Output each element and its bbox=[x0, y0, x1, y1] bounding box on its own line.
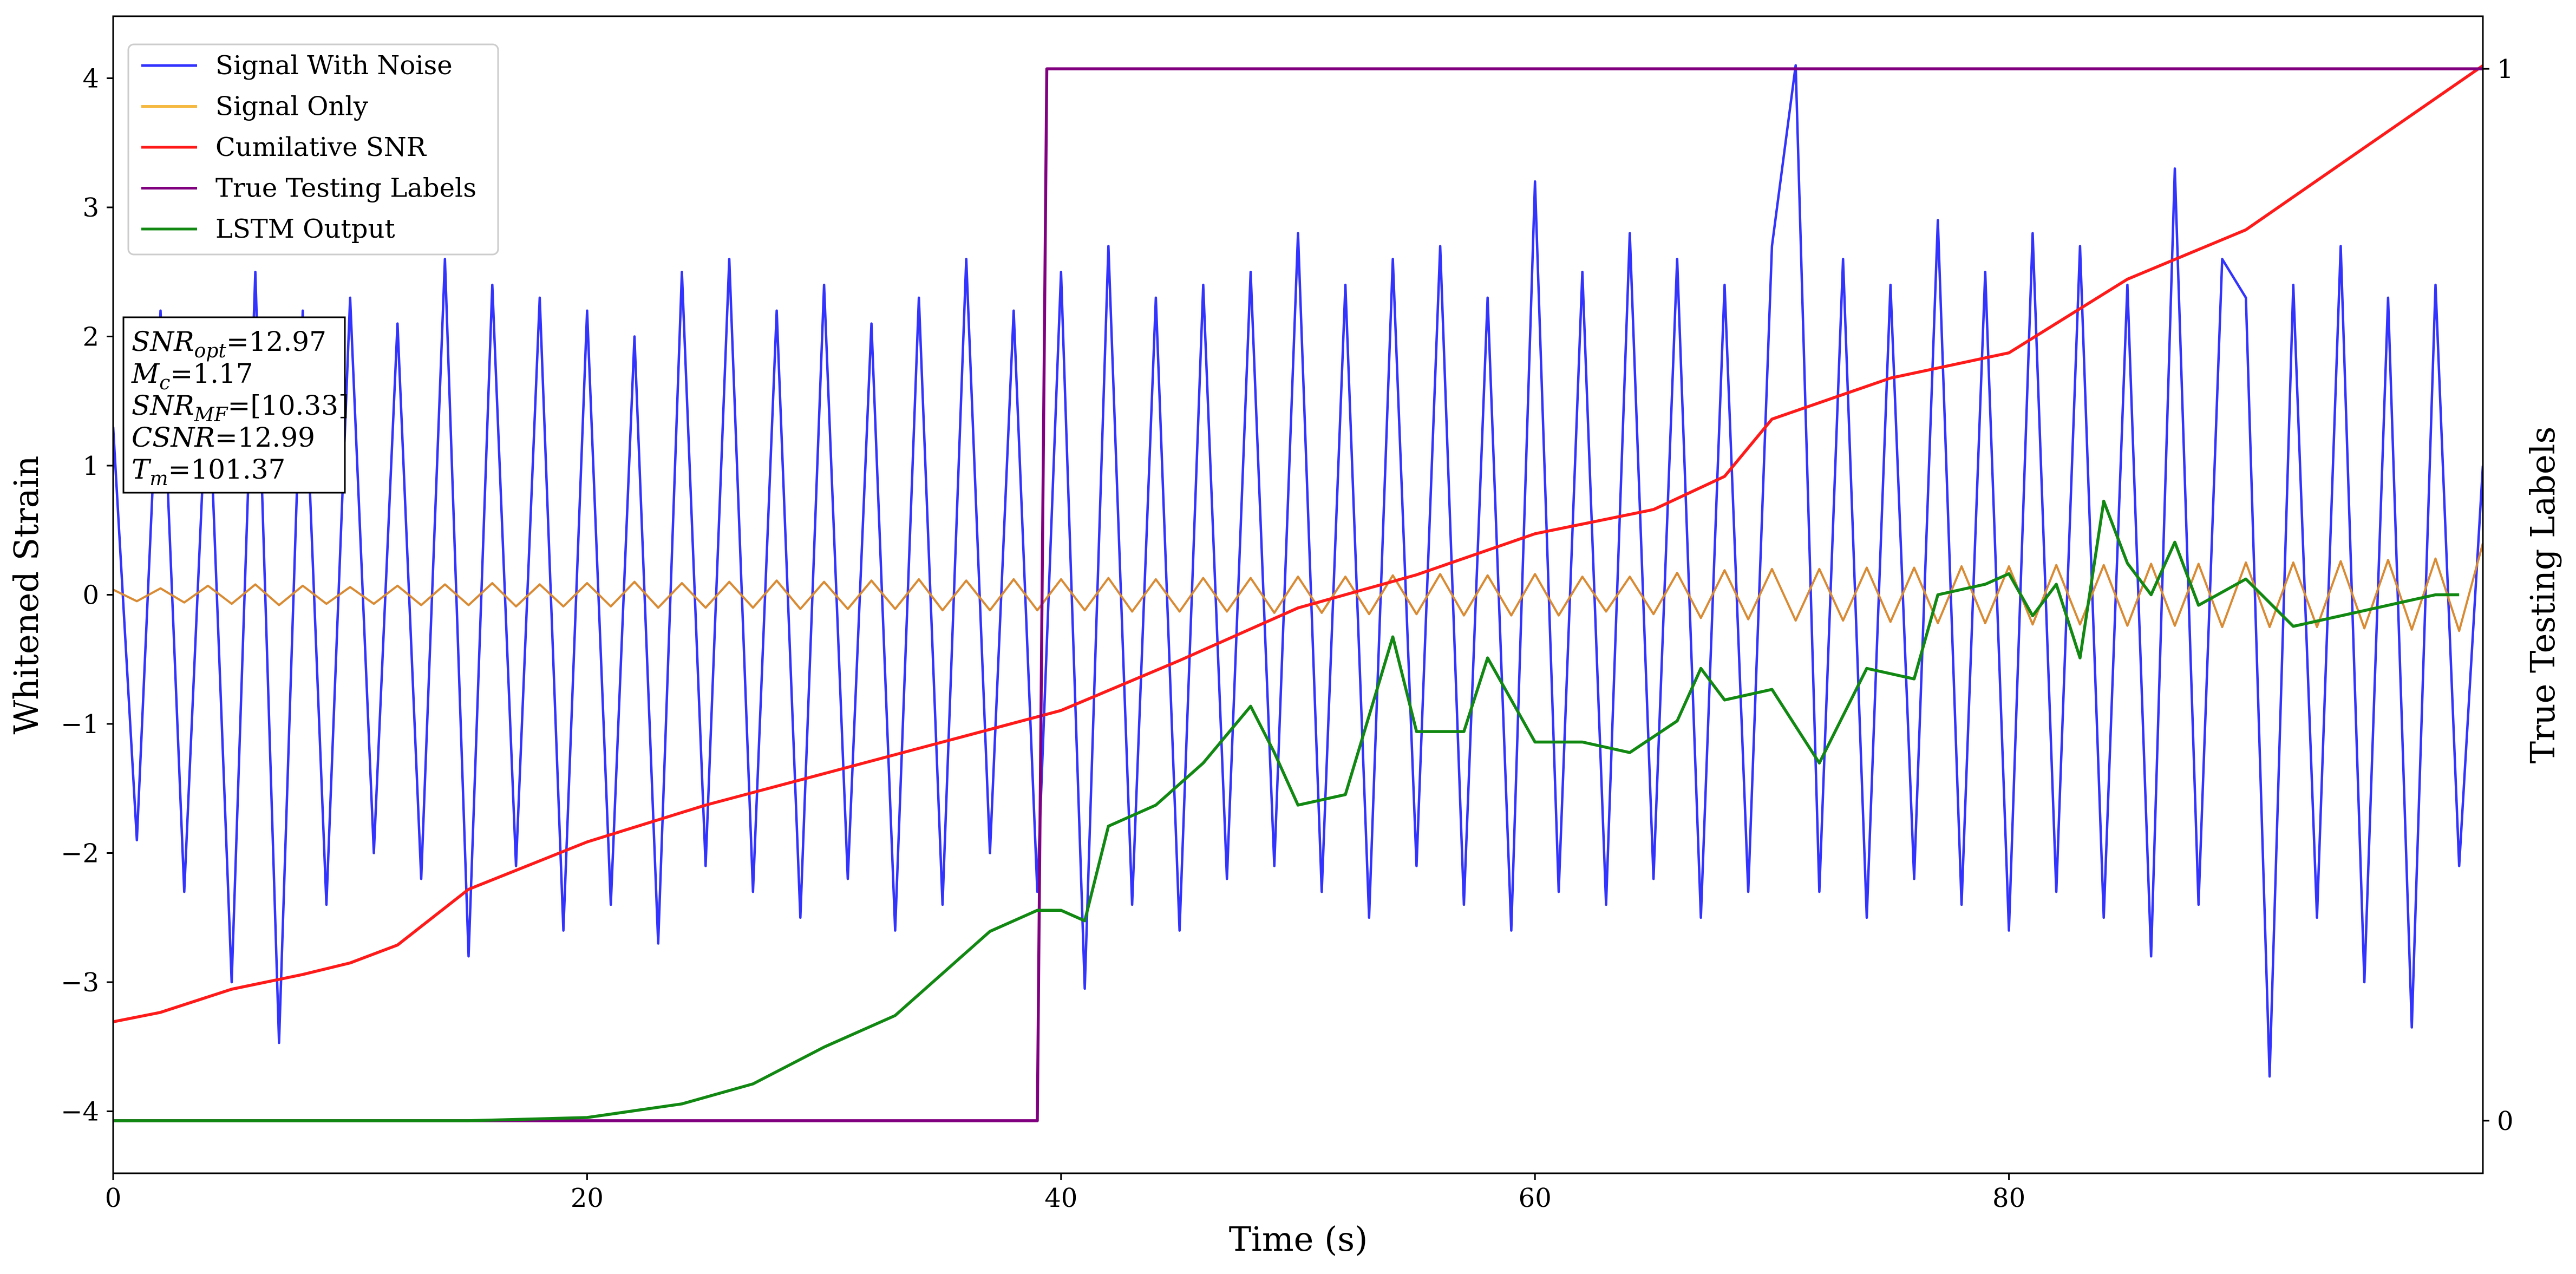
annotation: SNRMF=[10.33] bbox=[132, 390, 349, 426]
y-tick-label: −4 bbox=[61, 1097, 99, 1127]
annotation: Mc=1.17 bbox=[131, 358, 253, 394]
annotation-subscript: MF bbox=[194, 404, 229, 426]
legend-label: Signal With Noise bbox=[215, 50, 453, 81]
y-tick-label: −1 bbox=[61, 709, 99, 740]
annotation-subscript: m bbox=[149, 468, 168, 490]
series-line bbox=[113, 67, 2483, 1122]
y-tick-label: 4 bbox=[82, 63, 99, 94]
x-tick-label: 60 bbox=[1519, 1183, 1552, 1213]
x-tick-label: 40 bbox=[1044, 1183, 1077, 1213]
annotation-subscript: opt bbox=[194, 340, 227, 362]
y2-tick-label: 0 bbox=[2497, 1106, 2514, 1136]
series-line bbox=[113, 64, 2483, 1078]
y2-axis-label: True Testing Labels bbox=[2523, 427, 2562, 764]
series-line bbox=[113, 543, 2483, 632]
legend-label: LSTM Output bbox=[215, 214, 395, 244]
annotation-text: =12.97 bbox=[226, 326, 326, 357]
annotation: SNRopt=12.97 bbox=[132, 326, 326, 362]
annotation-symbol: CSNR bbox=[132, 422, 215, 453]
x-tick-label: 80 bbox=[1992, 1183, 2025, 1213]
legend-label: True Testing Labels bbox=[215, 173, 476, 204]
legend-label: Signal Only bbox=[215, 92, 368, 122]
series-line bbox=[113, 64, 2483, 1023]
annotation-subscript: c bbox=[159, 372, 170, 394]
annotation: CSNR=12.99 bbox=[132, 422, 315, 453]
annotation-text: =101.37 bbox=[168, 454, 286, 485]
x-tick-label: 0 bbox=[105, 1183, 122, 1213]
annotation-symbol: SNR bbox=[132, 390, 194, 421]
y-tick-label: 3 bbox=[82, 193, 99, 223]
y-tick-label: 1 bbox=[82, 451, 99, 481]
annotation-box: SNRopt=12.97Mc=1.17SNRMF=[10.33]CSNR=12.… bbox=[122, 316, 349, 494]
legend-label: Cumilative SNR bbox=[215, 132, 427, 162]
annotation-symbol: T bbox=[132, 454, 152, 485]
annotation-text: =[10.33] bbox=[228, 390, 349, 421]
y-tick-label: −2 bbox=[61, 839, 99, 869]
series-line bbox=[113, 499, 2460, 1122]
y-tick-label: −3 bbox=[61, 968, 99, 998]
annotation-symbol: SNR bbox=[132, 326, 194, 357]
y2-tick-label: 1 bbox=[2497, 54, 2514, 84]
x-tick-label: 20 bbox=[571, 1183, 604, 1213]
y-tick-label: 2 bbox=[82, 322, 99, 352]
annotation-frame bbox=[122, 316, 346, 494]
y-tick-label: 0 bbox=[82, 580, 99, 611]
annotation-symbol: M bbox=[131, 358, 160, 389]
annotation-text: =1.17 bbox=[170, 358, 253, 389]
legend: Signal With Noise Signal Only Cumilative S… bbox=[127, 43, 499, 256]
annotation: Tm=101.37 bbox=[132, 454, 285, 490]
y-axis-label: Whitened Strain bbox=[6, 456, 46, 735]
annotation-text: =12.99 bbox=[215, 422, 315, 453]
legend-box bbox=[127, 43, 499, 256]
x-axis-label: Time (s) bbox=[1229, 1219, 1368, 1259]
